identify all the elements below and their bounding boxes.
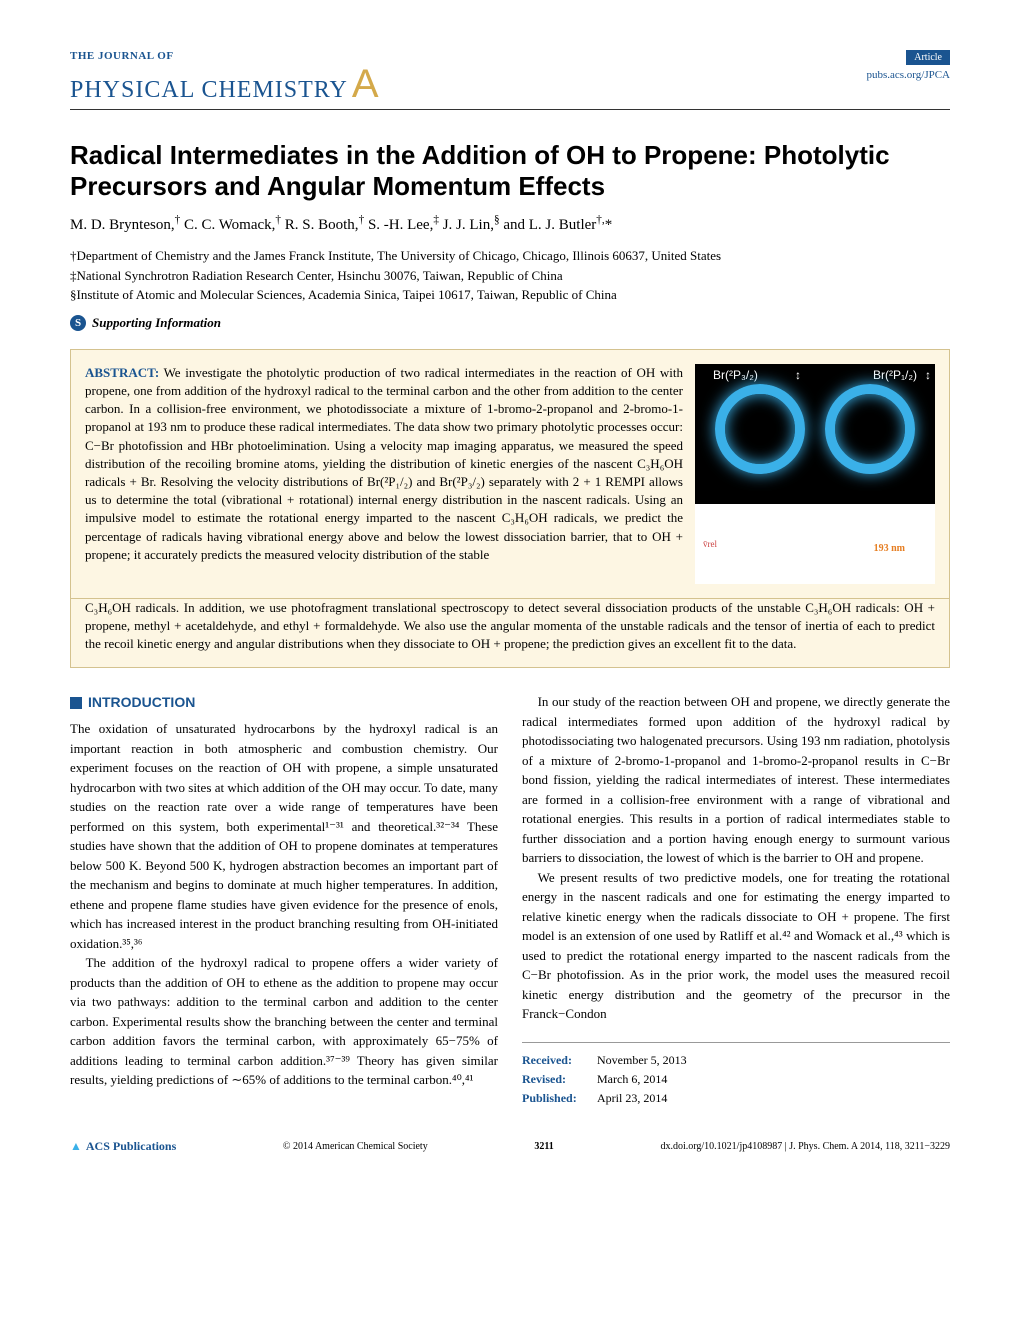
intro-para-3: In our study of the reaction between OH … <box>522 692 950 868</box>
abstract-figure: Br(²P₃/₂) Br(²P₁/₂) ↕ ↕ v̄rel 193 nm <box>695 364 935 584</box>
arrow-icon: ↕ <box>795 368 801 382</box>
revised-date: March 6, 2014 <box>597 1072 667 1086</box>
body-columns: INTRODUCTION The oxidation of unsaturate… <box>70 692 950 1108</box>
revised-label: Revised: <box>522 1070 597 1089</box>
article-badge: Article <box>906 50 950 65</box>
copyright: © 2014 American Chemical Society <box>283 1141 428 1152</box>
published-date: April 23, 2014 <box>597 1091 667 1105</box>
velocity-ring-2 <box>825 384 915 474</box>
supporting-info[interactable]: S Supporting Information <box>70 315 950 331</box>
section-square-icon <box>70 697 82 709</box>
intro-para-4: We present results of two predictive mod… <box>522 868 950 1024</box>
supporting-icon: S <box>70 315 86 331</box>
affiliation-1: †Department of Chemistry and the James F… <box>70 246 950 266</box>
introduction-heading: INTRODUCTION <box>70 692 498 713</box>
authors: M. D. Brynteson,† C. C. Womack,† R. S. B… <box>70 214 950 234</box>
intro-para-2: The addition of the hydroxyl radical to … <box>70 953 498 1090</box>
header-right: Article pubs.acs.org/JPCA <box>866 50 950 81</box>
dates-block: Received:November 5, 2013 Revised:March … <box>522 1051 950 1109</box>
received-label: Received: <box>522 1051 597 1070</box>
journal-overline: THE JOURNAL OF <box>70 50 380 62</box>
doi-citation: dx.doi.org/10.1021/jp4108987 | J. Phys. … <box>660 1141 950 1152</box>
figure-label-2: Br(²P₁/₂) <box>873 368 917 382</box>
affiliation-3: §Institute of Atomic and Molecular Scien… <box>70 285 950 305</box>
column-right: In our study of the reaction between OH … <box>522 692 950 1108</box>
acs-logo: ACS Publications <box>70 1139 176 1154</box>
column-left: INTRODUCTION The oxidation of unsaturate… <box>70 692 498 1108</box>
abstract-box: ABSTRACT: We investigate the photolytic … <box>70 349 950 599</box>
abstract-continuation: C₃H₆OH radicals. In addition, we use pho… <box>70 599 950 669</box>
divider <box>522 1042 950 1043</box>
velocity-ring-1 <box>715 384 805 474</box>
page-header: THE JOURNAL OF PHYSICAL CHEMISTRY A Arti… <box>70 50 950 110</box>
page-number: 3211 <box>534 1141 553 1152</box>
arrow-icon: ↕ <box>925 368 931 382</box>
abstract-content: ABSTRACT: We investigate the photolytic … <box>85 364 683 584</box>
figure-label-1: Br(²P₃/₂) <box>713 368 758 382</box>
received-date: November 5, 2013 <box>597 1053 687 1067</box>
affiliations: †Department of Chemistry and the James F… <box>70 246 950 305</box>
wavelength-label: 193 nm <box>874 543 905 554</box>
pubs-link[interactable]: pubs.acs.org/JPCA <box>866 69 950 81</box>
intro-para-1: The oxidation of unsaturated hydrocarbon… <box>70 719 498 953</box>
page-footer: ACS Publications © 2014 American Chemica… <box>70 1133 950 1154</box>
journal-name: PHYSICAL CHEMISTRY A <box>70 62 380 107</box>
abstract-label: ABSTRACT: <box>85 365 159 380</box>
figure-molecules: v̄rel 193 nm <box>695 504 935 584</box>
published-label: Published: <box>522 1089 597 1108</box>
journal-letter: A <box>352 62 380 107</box>
article-title: Radical Intermediates in the Addition of… <box>70 140 950 202</box>
affiliation-2: ‡National Synchrotron Radiation Research… <box>70 266 950 286</box>
journal-brand: THE JOURNAL OF PHYSICAL CHEMISTRY A <box>70 50 380 107</box>
vrel-label: v̄rel <box>703 539 717 549</box>
abstract-text-1: We investigate the photolytic production… <box>85 365 683 562</box>
